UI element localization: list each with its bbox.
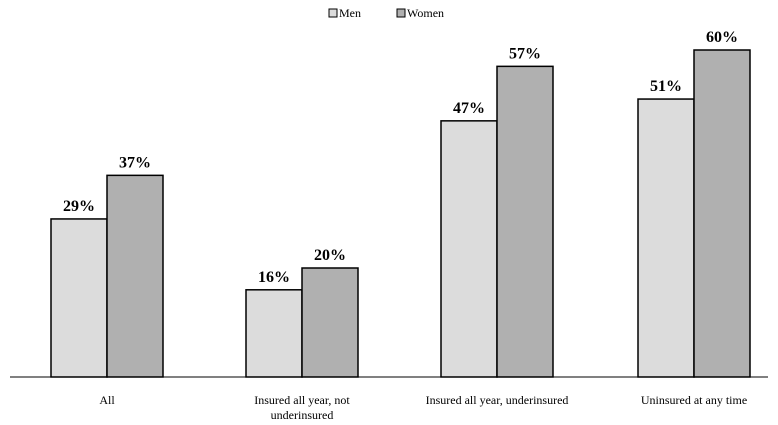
bars [50,49,751,378]
data-label-women-0: 37% [119,154,151,171]
bar-men-3 [637,98,695,378]
legend-label-women: Women [407,6,444,20]
data-label-men-2: 47% [453,100,485,117]
bar-women-3 [693,49,751,378]
data-label-women-2: 57% [509,45,541,62]
category-label-3: Uninsured at any time [641,393,747,407]
bar-men-0 [50,218,108,378]
legend-swatch-women [396,8,406,18]
data-label-women-3: 60% [706,29,738,46]
data-labels: 29% 16% 47% 51% 37% 20% 57% 60% [63,29,738,286]
legend-label-men: Men [339,6,361,20]
bar-women-0 [106,174,164,378]
bar-men-1 [245,289,303,378]
category-label-2: Insured all year, underinsured [426,393,569,407]
category-label-1: Insured all year, not underinsured [254,393,350,422]
legend-swatch-men [328,8,338,18]
data-label-men-0: 29% [63,198,95,215]
data-label-women-1: 20% [314,247,346,264]
category-label-0: All [99,393,115,407]
legend: Men Women [328,6,444,20]
bar-women-2 [496,65,554,378]
data-label-men-3: 51% [650,78,682,95]
data-label-men-1: 16% [258,269,290,286]
bar-women-1 [301,267,359,378]
bar-men-2 [440,120,498,378]
category-labels: All Insured all year, not underinsured Insu… [99,393,747,422]
